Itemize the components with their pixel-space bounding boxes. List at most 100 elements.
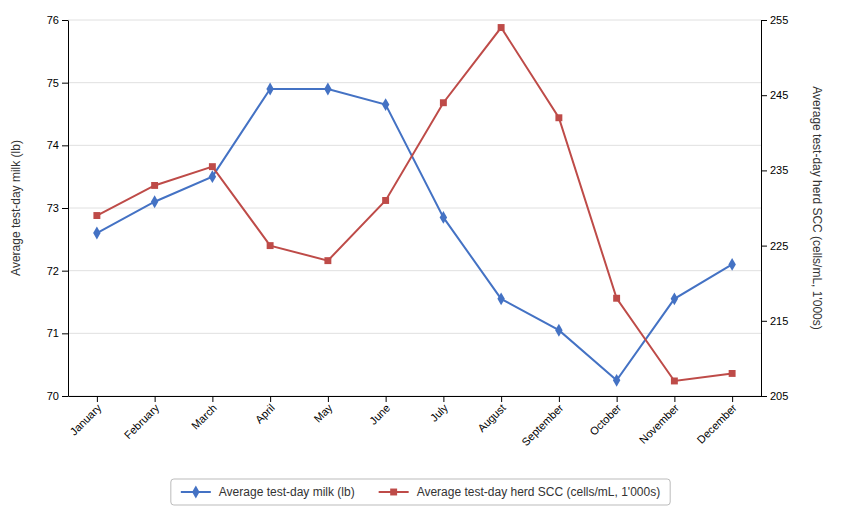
tick: July bbox=[428, 396, 451, 424]
tick-label: May bbox=[311, 401, 335, 425]
point-marker bbox=[324, 257, 331, 264]
point-marker bbox=[93, 212, 100, 219]
tick-mark bbox=[501, 396, 502, 402]
plot-area: January February March April May June July Augu… bbox=[9, 14, 824, 448]
y-axis: 70 71 72 73 74 75 76 bbox=[47, 14, 69, 402]
tick: 72 bbox=[47, 265, 68, 277]
tick-label: 70 bbox=[47, 390, 59, 402]
tick-mark bbox=[732, 396, 733, 402]
legend-item: Average test-day milk (lb) bbox=[181, 485, 355, 499]
tick-label: August bbox=[475, 402, 508, 435]
point-marker bbox=[324, 82, 331, 95]
tick-label: 72 bbox=[47, 265, 59, 277]
axis-line bbox=[761, 21, 762, 397]
tick-mark bbox=[386, 396, 387, 402]
tick: 76 bbox=[47, 14, 68, 26]
point-marker bbox=[151, 195, 158, 208]
tick: 235 bbox=[761, 164, 788, 176]
tick-mark bbox=[62, 20, 68, 21]
tick: December bbox=[694, 396, 739, 446]
tick: March bbox=[189, 396, 219, 432]
tick-label: 73 bbox=[47, 202, 59, 214]
grid-line bbox=[68, 208, 761, 209]
tick-mark bbox=[97, 396, 98, 402]
tick-mark bbox=[761, 170, 767, 171]
tick-mark bbox=[328, 396, 329, 402]
chart-container: January February March April May June July Augu… bbox=[0, 0, 841, 514]
tick-mark bbox=[62, 333, 68, 334]
point-marker bbox=[728, 258, 735, 271]
point-marker bbox=[729, 370, 736, 377]
point-marker bbox=[382, 98, 389, 111]
data-layer bbox=[93, 24, 736, 387]
point-marker bbox=[555, 114, 562, 121]
point-marker bbox=[267, 242, 274, 249]
tick-mark bbox=[559, 396, 560, 402]
grid-line bbox=[68, 396, 761, 397]
grid-line bbox=[68, 20, 761, 21]
tick-mark bbox=[443, 396, 444, 402]
tick: 205 bbox=[761, 390, 788, 402]
point-marker bbox=[151, 182, 158, 189]
tick-label: 74 bbox=[47, 139, 59, 151]
tick-label: June bbox=[367, 402, 392, 427]
tick: November bbox=[637, 396, 682, 446]
tick: May bbox=[311, 396, 335, 425]
tick-label: July bbox=[428, 401, 451, 424]
legend-swatch-marker bbox=[192, 486, 199, 499]
tick-mark bbox=[674, 396, 675, 402]
point-marker bbox=[555, 324, 562, 337]
tick-mark bbox=[62, 396, 68, 397]
tick: February bbox=[122, 396, 162, 441]
point-marker bbox=[382, 197, 389, 204]
tick-label: 75 bbox=[47, 77, 59, 89]
tick-mark bbox=[761, 20, 767, 21]
legend: Average test-day milk (lb) Average test-d… bbox=[171, 479, 670, 505]
tick: 75 bbox=[47, 77, 68, 89]
point-marker bbox=[440, 99, 447, 106]
tick-label: December bbox=[694, 401, 739, 446]
tick-mark bbox=[761, 95, 767, 96]
grid-line bbox=[68, 333, 761, 334]
legend-item: Average test-day herd SCC (cells/mL, 1'0… bbox=[379, 485, 661, 499]
point-marker bbox=[266, 82, 273, 95]
tick: 255 bbox=[761, 14, 788, 26]
tick-label: 215 bbox=[770, 315, 788, 327]
series-line bbox=[97, 89, 732, 380]
legend-label: Average test-day milk (lb) bbox=[219, 485, 355, 499]
grid-line bbox=[68, 145, 761, 146]
tick: June bbox=[367, 396, 392, 427]
point-marker bbox=[671, 292, 678, 305]
point-marker bbox=[613, 295, 620, 302]
point-marker bbox=[209, 163, 216, 170]
x-axis: January February March April May June July Augu… bbox=[67, 396, 761, 448]
tick: 245 bbox=[761, 89, 788, 101]
tick-mark bbox=[155, 396, 156, 402]
tick-mark bbox=[761, 246, 767, 247]
tick-label: 225 bbox=[770, 240, 788, 252]
point-marker bbox=[497, 292, 504, 305]
point-marker bbox=[671, 377, 678, 384]
series-line bbox=[97, 28, 732, 381]
grid bbox=[68, 20, 761, 396]
grid-line bbox=[68, 82, 761, 83]
tick: 215 bbox=[761, 315, 788, 327]
series-markers bbox=[93, 82, 736, 386]
series-markers bbox=[93, 24, 735, 384]
tick-label: October bbox=[587, 401, 623, 437]
legend-label: Average test-day herd SCC (cells/mL, 1'0… bbox=[417, 485, 661, 499]
tick: April bbox=[253, 396, 277, 426]
tick-mark bbox=[62, 145, 68, 146]
tick: 71 bbox=[47, 327, 68, 339]
tick-label: January bbox=[67, 401, 104, 438]
tick-mark bbox=[212, 396, 213, 402]
y2-axis: 205 215 225 235 245 255 bbox=[761, 14, 788, 402]
tick: 225 bbox=[761, 240, 788, 252]
tick-mark bbox=[617, 396, 618, 402]
point-marker bbox=[613, 374, 620, 387]
tick-label: 76 bbox=[47, 14, 59, 26]
tick: August bbox=[475, 396, 508, 434]
tick-label: 255 bbox=[770, 14, 788, 26]
point-marker bbox=[93, 227, 100, 240]
tick-label: September bbox=[519, 401, 566, 448]
